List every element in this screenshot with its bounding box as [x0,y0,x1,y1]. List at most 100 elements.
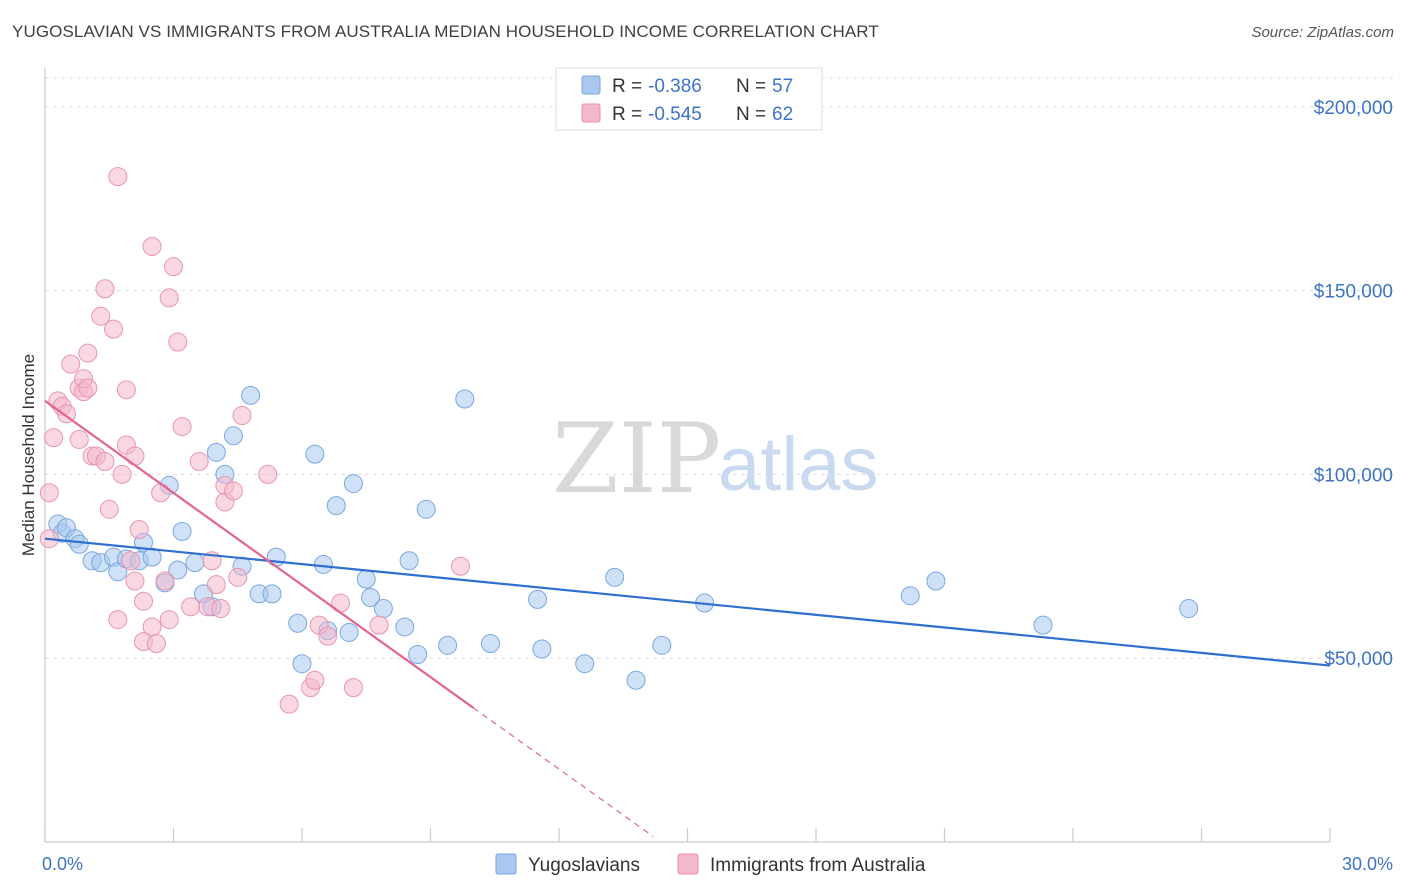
watermark-atlas: atlas [718,422,879,507]
point-yugoslavians [305,444,325,464]
x-tick-label: 30.0% [1342,854,1393,874]
point-immigrants-australia [91,306,111,326]
bottom-legend-swatch [677,853,699,875]
point-yugoslavians [532,639,552,659]
point-yugoslavians [339,622,359,642]
point-immigrants-australia [108,167,128,187]
point-immigrants-australia [78,378,98,398]
point-yugoslavians [313,554,333,574]
point-yugoslavians [326,496,346,516]
legend-n-label: N = [736,104,766,125]
point-yugoslavians [172,521,192,541]
x-tick-label: 0.0% [42,854,83,874]
point-immigrants-australia [211,599,231,619]
legend-r-label: R = [612,76,642,97]
point-immigrants-australia [146,633,166,653]
point-immigrants-australia [159,288,179,308]
point-yugoslavians [69,534,89,554]
watermark: ZIP atlas [552,403,879,515]
point-immigrants-australia [125,571,145,591]
point-yugoslavians [356,569,376,589]
legend-r-label: R = [612,104,642,125]
trend-line-yugoslavians [44,537,1331,667]
point-yugoslavians [605,567,625,587]
point-immigrants-australia [95,279,115,299]
point-immigrants-australia [228,567,248,587]
point-immigrants-australia [450,556,470,576]
point-immigrants-australia [116,380,136,400]
y-axis-label: Median Household Income [19,354,38,556]
point-immigrants-australia [112,464,132,484]
point-yugoslavians [288,613,308,633]
point-immigrants-australia [99,499,119,519]
point-immigrants-australia [279,694,299,714]
legend-n-value: 62 [772,104,793,125]
trend-line-immigrants-australia [44,399,474,709]
point-yugoslavians [223,426,243,446]
point-immigrants-australia [164,257,183,277]
watermark-zip: ZIP [552,403,721,515]
point-immigrants-australia [232,406,252,426]
chart-title: YUGOSLAVIAN VS IMMIGRANTS FROM AUSTRALIA… [12,22,879,41]
y-tick-label: $100,000 [1314,465,1393,486]
point-yugoslavians [241,385,261,405]
point-yugoslavians [652,635,672,655]
point-yugoslavians [528,589,548,609]
trend-lines [44,399,1331,837]
point-immigrants-australia [168,332,188,352]
point-yugoslavians [480,633,500,653]
point-immigrants-australia [223,481,243,501]
point-yugoslavians [626,670,646,690]
point-yugoslavians [206,442,226,462]
point-yugoslavians [408,645,428,665]
source-attribution: Source: ZipAtlas.com [1251,24,1394,41]
point-yugoslavians [416,499,436,519]
point-immigrants-australia [258,464,278,484]
point-yugoslavians [168,560,188,580]
data-points [39,167,1199,714]
point-immigrants-australia [206,575,226,595]
point-immigrants-australia [134,591,154,611]
point-immigrants-australia [108,610,128,630]
point-immigrants-australia [181,597,201,617]
point-yugoslavians [142,547,162,567]
legend-r-value: -0.545 [648,104,702,125]
legend-n-value: 57 [772,76,793,97]
point-yugoslavians [399,551,419,571]
point-immigrants-australia [155,571,175,591]
point-immigrants-australia [95,452,115,472]
point-immigrants-australia [69,429,89,449]
bottom-legend-swatch [495,853,517,875]
point-yugoslavians [575,654,595,674]
legend-n-label: N = [736,76,766,97]
tick-labels: $50,000 $100,000 $150,000 $200,000 0.0% 30.0% [42,98,1393,874]
y-tick-label: $50,000 [1324,649,1393,670]
point-immigrants-australia [61,354,81,374]
point-immigrants-australia [305,670,325,690]
point-immigrants-australia [318,626,338,646]
point-yugoslavians [900,586,920,606]
point-immigrants-australia [78,343,98,363]
bottom-legend: Yugoslavians Immigrants from Australia [495,853,926,876]
point-yugoslavians [361,588,381,608]
point-immigrants-australia [142,236,162,256]
y-tick-label: $200,000 [1314,98,1393,119]
legend-swatch [581,103,601,123]
point-immigrants-australia [159,610,179,630]
point-yugoslavians [185,553,205,573]
bottom-legend-label: Immigrants from Australia [710,855,926,876]
point-yugoslavians [1179,599,1199,619]
axes [44,68,1331,843]
point-yugoslavians [292,654,312,674]
point-immigrants-australia [125,446,145,466]
point-immigrants-australia [189,452,209,472]
bottom-legend-label: Yugoslavians [528,855,640,876]
point-yugoslavians [438,635,458,655]
point-yugoslavians [455,389,475,409]
point-yugoslavians [373,599,393,619]
point-yugoslavians [343,474,363,494]
point-yugoslavians [926,571,946,591]
point-immigrants-australia [121,551,141,571]
y-tick-label: $150,000 [1314,282,1393,303]
